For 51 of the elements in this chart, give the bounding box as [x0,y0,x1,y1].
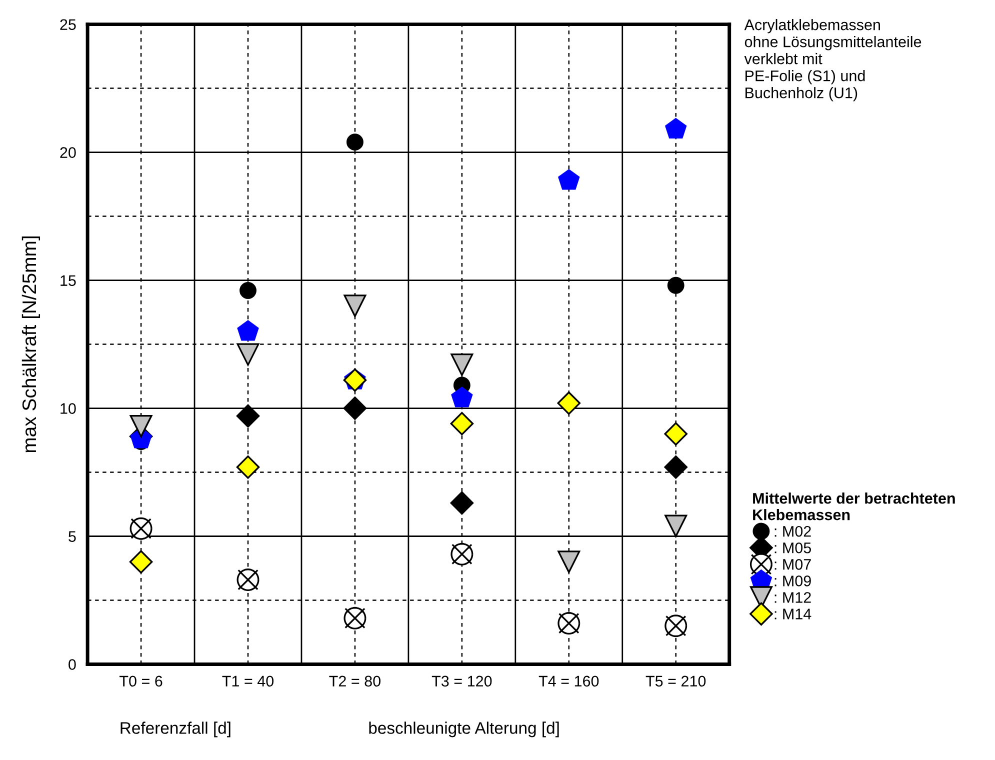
point [664,514,688,538]
x-tick-label: T1 = 40 [222,676,274,687]
point [240,282,256,299]
y-axis-title: max Schälkraft [N/25mm] [22,236,40,452]
legend-label: : M05 [774,542,811,554]
legend-title: Mittelwerte der betrachteten Klebemassen [753,492,955,520]
legend-label: : M07 [774,559,811,570]
point [450,354,474,376]
point [130,517,152,540]
point [450,542,474,566]
point [450,412,474,436]
x-tick-label: T3 = 120 [432,676,492,687]
y-tick-label: 10 [60,403,76,414]
y-tick-label: 0 [68,659,76,670]
x-tick-label: T0 = 6 [120,676,162,687]
y-tick-label: 15 [60,275,76,286]
point [664,422,688,446]
point [236,404,260,428]
point [558,550,580,574]
point [236,343,260,366]
point [667,276,684,294]
point [450,491,474,515]
point [451,386,473,408]
x-tick-label: T5 = 210 [646,676,706,687]
text: beschleunigte Alterung [d] [369,722,559,738]
point [343,396,367,420]
legend-label: : M14 [774,608,812,620]
text: Referenzfall [d] [120,722,230,738]
point [236,568,260,592]
legend-label: : M09 [774,576,811,586]
point [129,550,153,574]
point [344,606,366,630]
point [665,118,687,139]
point [130,414,152,438]
x-tick-label: T2 = 80 [329,676,380,687]
point [664,614,688,638]
y-tick-label: 5 [68,531,76,542]
point [236,456,260,479]
y-tick-label: 25 [60,19,76,30]
text: Acrylatklebemassen ohne Lösungsmittelanteile verklebt mit PE-Folie (S1) und Buchenholz (U1) [744,19,922,102]
point [664,456,688,479]
y-tick-label: 20 [60,147,76,158]
point [237,320,259,341]
point [344,294,366,318]
point [558,169,580,190]
legend-label: : M02 [774,526,811,537]
point [558,612,580,635]
x-tick-label: T4 = 160 [538,676,599,687]
point [346,134,364,151]
legend-label: : M12 [774,592,811,603]
point [557,392,581,415]
